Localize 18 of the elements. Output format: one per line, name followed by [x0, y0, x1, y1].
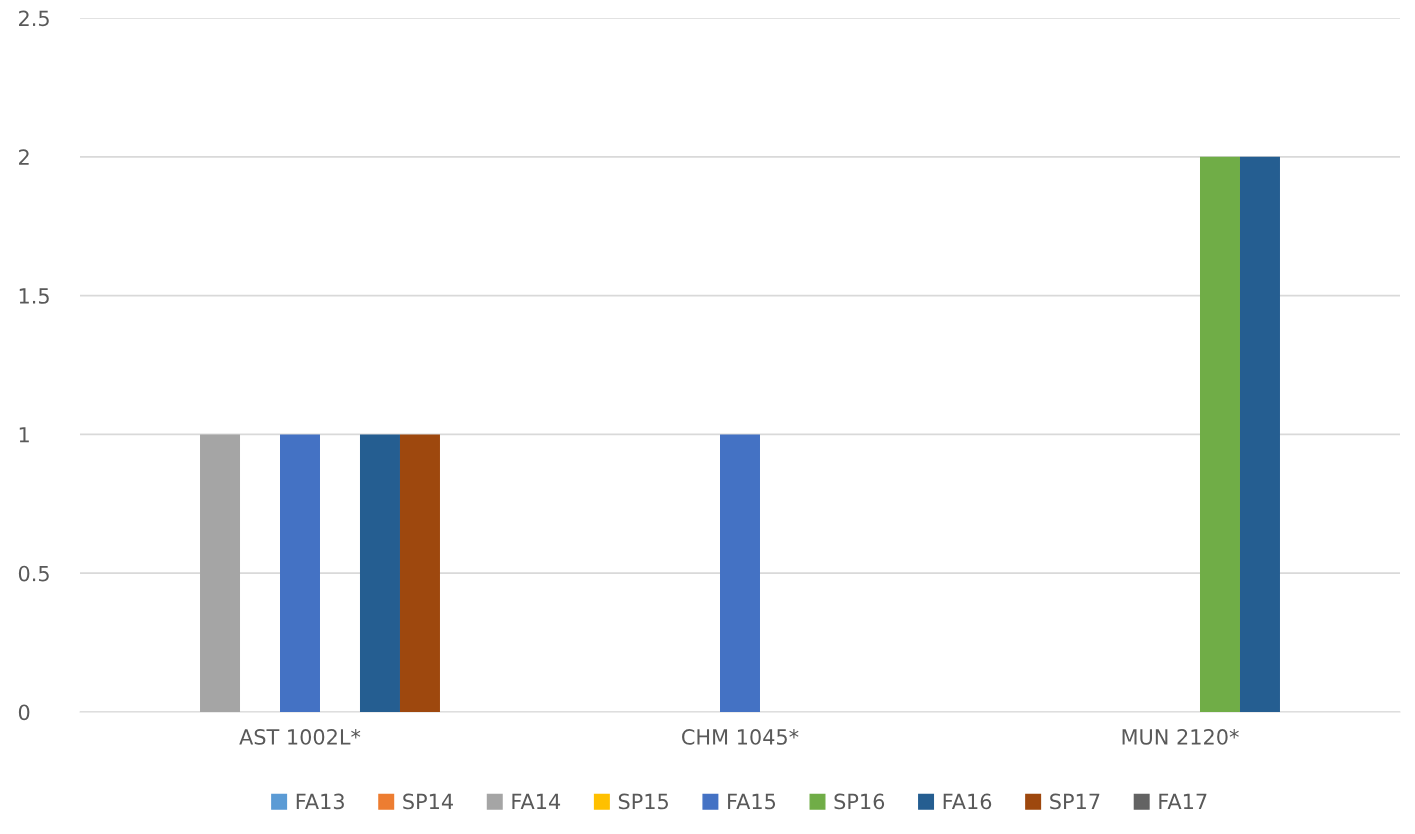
y-tick-label: 0: [18, 704, 30, 721]
y-tick-label: 2: [19, 149, 29, 165]
legend-label: SP15: [618, 793, 668, 810]
x-tick-label: CHM 1045*: [682, 729, 799, 745]
y-tick-label: 2.5: [19, 10, 49, 27]
y-tick-label: 1.5: [19, 288, 49, 304]
legend-label: SP17: [1050, 793, 1100, 810]
legend-label: FA14: [512, 793, 561, 810]
x-tick-label: MUN 2120*: [1122, 729, 1239, 745]
legend-label: FA15: [728, 793, 776, 810]
legend-label: FA13: [296, 793, 344, 810]
legend-label: SP14: [403, 793, 453, 810]
y-tick-label: 1: [19, 427, 29, 443]
legend-label: FA16: [943, 793, 992, 810]
x-tick-label: AST 1002L*: [239, 729, 361, 745]
y-tick-label: 0.5: [18, 565, 49, 582]
legend-label: SP16: [834, 793, 885, 810]
legend-label: FA17: [1159, 793, 1207, 810]
